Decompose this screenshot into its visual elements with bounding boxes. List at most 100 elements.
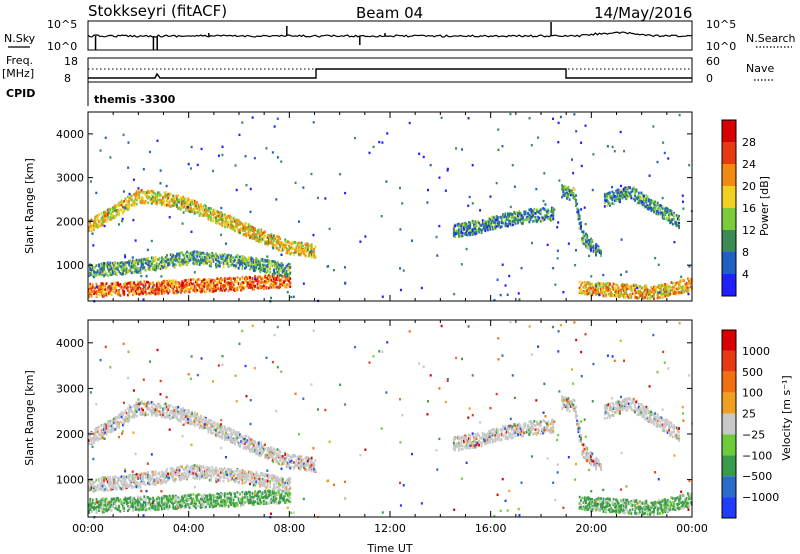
power-cell (171, 284, 173, 288)
power-cell (207, 253, 210, 257)
freq-right-tick-top: 60 (706, 55, 720, 68)
power-cell (289, 241, 292, 245)
power-cell (480, 231, 483, 235)
power-cell (284, 285, 287, 289)
power-cell (582, 242, 585, 245)
power-cell (576, 207, 579, 211)
power-cell (143, 257, 146, 261)
power-cell (167, 283, 170, 287)
power-cell (245, 265, 248, 269)
power-cell (144, 268, 147, 272)
power-cell (640, 287, 643, 290)
power-cell (125, 261, 128, 264)
power-cell (635, 296, 638, 299)
power-cell (183, 279, 186, 282)
power-cell (140, 290, 143, 294)
power-cell (252, 233, 255, 237)
power-cell (286, 250, 289, 254)
power-cell (96, 215, 99, 219)
power-cell (644, 284, 647, 288)
power-cell (271, 151, 274, 154)
power-cell (508, 212, 511, 216)
power-cell (624, 191, 626, 195)
power-cell (607, 202, 610, 205)
power-cell (250, 284, 253, 288)
power-cell (100, 293, 103, 296)
power-cell (172, 264, 175, 267)
power-cell (617, 291, 620, 295)
velocity-cell (110, 430, 113, 434)
power-cell (113, 209, 116, 212)
power-cell (244, 259, 246, 263)
power-cell (148, 285, 151, 289)
power-cell (206, 252, 209, 255)
power-cell (187, 162, 190, 166)
power-cell (227, 277, 230, 281)
power-cell (110, 273, 113, 277)
power-cell (127, 208, 129, 211)
power-cell (244, 285, 246, 289)
power-cell (226, 285, 229, 288)
power-cell (241, 225, 244, 229)
power-cell (178, 257, 181, 260)
power-cell (650, 295, 653, 299)
power-cell (171, 256, 173, 259)
power-cell (223, 215, 226, 219)
power-cell (135, 268, 138, 271)
power-cell (600, 282, 602, 285)
power-cell (178, 288, 181, 292)
power-cell (503, 213, 506, 217)
power-cell (177, 285, 180, 289)
power-cell (580, 223, 582, 227)
power-cell (489, 222, 492, 226)
power-cell (676, 214, 679, 218)
power-cell (150, 200, 153, 203)
power-cell (596, 287, 599, 290)
power-cell (236, 259, 239, 263)
power-cell (646, 290, 649, 294)
power-cell (669, 209, 672, 212)
power-cell (88, 290, 90, 293)
power-cell (155, 285, 158, 288)
power-cell (91, 224, 94, 228)
power-cell (616, 291, 619, 294)
power-cell (625, 270, 628, 273)
velocity-cell (104, 429, 107, 433)
power-cell (114, 209, 117, 213)
power-cell (279, 279, 282, 282)
power-cell (606, 200, 609, 203)
velocity-cell (150, 413, 153, 417)
power-cell (293, 241, 295, 244)
power-cell (197, 203, 200, 207)
power-cell (149, 150, 152, 154)
power-cell (228, 255, 231, 259)
velocity-cell (162, 411, 165, 414)
power-cell (137, 290, 139, 294)
velocity-cell (105, 427, 108, 430)
power-cell (611, 185, 614, 189)
power-cell (508, 222, 511, 225)
power-cell (130, 265, 133, 268)
power-cell (642, 203, 645, 207)
power-cell (627, 186, 630, 189)
power-cell (619, 192, 621, 196)
power-cell (135, 292, 138, 295)
power-cell (132, 203, 134, 206)
power-cell (465, 225, 468, 229)
power-cell (685, 284, 688, 288)
power-cell (659, 285, 662, 289)
power-cell (279, 241, 282, 245)
colorbar-swatch (722, 208, 736, 230)
power-cell (241, 264, 244, 267)
power-cell (199, 282, 202, 286)
power-cell (193, 253, 196, 257)
power-cell (578, 290, 581, 294)
power-cell (104, 288, 107, 292)
power-cell (163, 291, 166, 295)
power-cell (584, 222, 587, 226)
power-cell (685, 287, 688, 290)
power-cell (312, 233, 315, 237)
power-cell (600, 287, 602, 291)
power-cell (197, 278, 200, 281)
power-cell (158, 285, 161, 289)
